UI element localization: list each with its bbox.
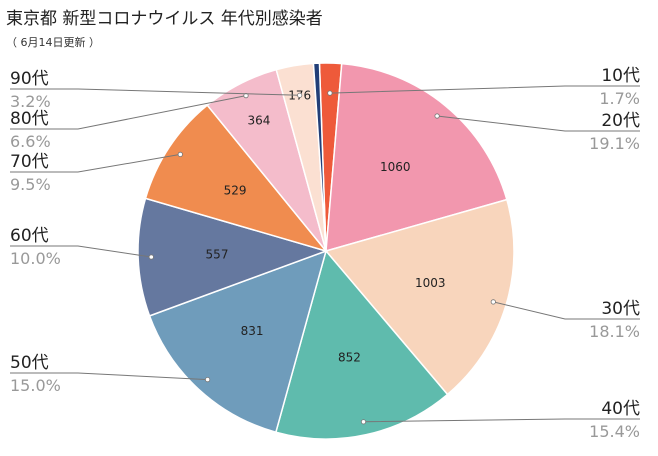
age-group-label: 30代: [601, 299, 640, 319]
leader-line: [493, 301, 640, 320]
age-group-label: 10代: [601, 66, 640, 86]
percent-label: 3.2%: [10, 92, 51, 111]
pie-slice-60代: [137, 197, 329, 317]
leader-line: [10, 153, 181, 173]
leader-dot: [297, 92, 303, 98]
leader-dot: [327, 90, 333, 96]
age-group-label: 50代: [10, 353, 49, 373]
leader-line: [363, 418, 640, 423]
slice-value-label: 1060: [380, 160, 411, 174]
leader-dot: [177, 151, 183, 157]
pie-slice-70代: [144, 104, 329, 253]
leader-line: [10, 88, 300, 96]
pie-slice-unlabeled: [312, 62, 327, 252]
chart-subtitle: （ 6月14日更新 ）: [6, 36, 100, 49]
pie-slice-50代: [148, 249, 328, 434]
leader-dot: [205, 376, 211, 383]
slice-value-label: 852: [338, 351, 361, 365]
age-group-label: 40代: [601, 399, 640, 419]
leader-line: [10, 372, 208, 381]
percent-label: 15.4%: [589, 422, 640, 441]
slice-value-label: 364: [247, 114, 270, 128]
age-group-label: 70代: [10, 152, 49, 172]
leader-dot: [434, 113, 440, 119]
slice-value-label: 1003: [415, 276, 446, 290]
pie-slice-20代: [325, 62, 508, 253]
leader-line: [329, 85, 640, 94]
pie-slice-30代: [324, 198, 515, 396]
percent-label: 9.5%: [10, 175, 51, 194]
percent-label: 19.1%: [589, 134, 640, 153]
percent-label: 1.7%: [599, 89, 640, 108]
percent-label: 6.6%: [10, 132, 51, 151]
leader-dot: [148, 254, 154, 260]
age-group-label: 20代: [601, 111, 640, 131]
leader-dot: [490, 299, 496, 305]
leader-line: [437, 115, 640, 132]
leader-line: [10, 95, 247, 130]
slice-value-label: 831: [241, 324, 264, 338]
percent-label: 18.1%: [589, 322, 640, 341]
percent-label: 10.0%: [10, 249, 61, 268]
age-group-label: 90代: [10, 69, 49, 89]
pie-slice-40代: [274, 249, 449, 440]
percent-label: 15.0%: [10, 376, 61, 395]
slice-value-label: 557: [206, 248, 229, 262]
age-group-label: 80代: [10, 109, 49, 129]
age-group-label: 60代: [10, 226, 49, 246]
chart-title: 東京都 新型コロナウイルス 年代別感染者: [6, 9, 323, 29]
leader-dot: [360, 419, 367, 425]
leader-line: [10, 245, 152, 258]
slice-value-label: 529: [224, 184, 247, 198]
